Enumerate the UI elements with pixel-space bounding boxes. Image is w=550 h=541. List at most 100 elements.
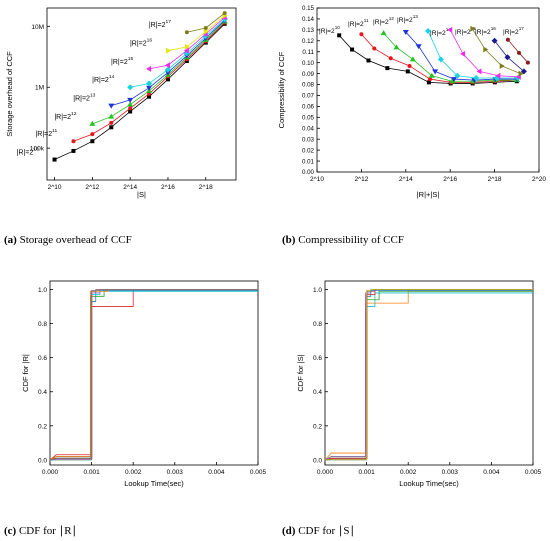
data-point [127, 101, 134, 107]
data-point [337, 33, 342, 38]
data-point [499, 62, 505, 69]
series-label: |R|=210 [319, 25, 340, 35]
data-point [350, 47, 355, 52]
y-tick-label: 1.0 [38, 287, 47, 294]
data-point [127, 97, 134, 103]
data-point [71, 148, 76, 153]
series-label: |R|=213 [73, 93, 95, 103]
data-point [90, 139, 95, 144]
x-tick-label: 0.000 [317, 469, 334, 476]
x-tick-label: 2^14 [399, 176, 413, 183]
y-tick-label: 0.12 [302, 38, 315, 45]
cdf-line-7 [50, 289, 258, 461]
y-tick-label: 100k [30, 146, 45, 153]
x-tick-label: 2^14 [123, 184, 137, 191]
caption-a-letter: (a) [4, 234, 17, 246]
caption-a-text: Storage overhead of CCF [19, 234, 132, 246]
data-point [165, 47, 171, 54]
cdf-line-4 [49, 289, 258, 461]
data-point [525, 60, 530, 65]
series-label: |R|=212 [373, 16, 394, 26]
data-point [128, 106, 133, 111]
data-point [407, 63, 412, 68]
caption-b-letter: (b) [282, 234, 296, 246]
y-axis-label: CDF for |R| [21, 354, 30, 392]
cdf-line-3 [325, 289, 533, 461]
y-axis-label: Storage overhead of CCF [5, 51, 14, 137]
x-tick-label: 2^18 [199, 184, 213, 191]
data-point [146, 80, 153, 87]
data-point [146, 65, 152, 72]
caption-b: (b) Compressibility of CCF [282, 234, 404, 246]
series-label: |R|=214 [430, 27, 451, 37]
y-tick-label: 0.14 [302, 16, 315, 23]
x-tick-label: 0.002 [400, 469, 417, 476]
cdf-line-5 [324, 289, 533, 461]
x-tick-label: 0.005 [525, 469, 542, 476]
y-tick-label: 0.6 [38, 355, 47, 362]
series-label-sup: 17 [166, 19, 172, 25]
y-tick-label: 0.08 [302, 82, 315, 89]
data-point [385, 66, 390, 71]
series-label-sup: 10 [33, 147, 39, 153]
y-tick-label: 0.8 [313, 321, 322, 328]
series-line [167, 15, 225, 51]
data-point [491, 37, 498, 44]
data-point [470, 25, 476, 32]
x-tick-label: 2^16 [443, 176, 457, 183]
cdf-line-3 [50, 290, 258, 461]
data-point [109, 125, 114, 130]
data-point [203, 28, 209, 35]
plot-frame [46, 7, 237, 181]
caption-c-letter: (c) [4, 525, 17, 537]
x-axis-label: Lookup Time(sec) [124, 479, 184, 488]
x-tick-label: 0.001 [83, 469, 100, 476]
data-point [388, 56, 393, 61]
series-3: |R|=213 [397, 14, 521, 84]
series-label: |R|=216 [475, 26, 496, 36]
series-8 [505, 37, 530, 65]
data-point [447, 26, 453, 33]
cdf-line-0 [49, 289, 258, 461]
y-tick-label: 0.04 [302, 125, 315, 132]
cdf-line-0 [324, 290, 533, 461]
y-tick-label: 10M [31, 24, 44, 31]
y-tick-label: 0.07 [302, 93, 315, 100]
y-tick-label: 0.2 [313, 423, 322, 430]
x-tick-label: 0.005 [250, 469, 267, 476]
series-line [338, 35, 517, 84]
cdf-line-7 [325, 289, 533, 461]
cdf-line-1 [324, 292, 533, 461]
series-2: |R|=212 [373, 16, 521, 84]
series-1: |R|=211 [348, 18, 520, 85]
y-tick-label: 0.03 [302, 136, 315, 143]
x-axis-label: |R|+|S| [417, 190, 440, 199]
x-tick-label: 0.003 [167, 469, 184, 476]
y-tick-label: 0.01 [302, 158, 315, 165]
x-tick-label: 2^10 [48, 184, 62, 191]
y-tick-label: 0.4 [38, 389, 47, 396]
x-tick-label: 0.004 [483, 469, 500, 476]
data-point [449, 78, 456, 84]
data-point [183, 47, 189, 54]
data-point [495, 72, 501, 79]
data-point [415, 44, 422, 50]
data-point [108, 113, 115, 119]
cdf-line-4 [324, 289, 533, 461]
data-point [437, 56, 444, 63]
plot-frame [49, 280, 259, 466]
data-point [164, 70, 171, 76]
data-point [483, 46, 489, 53]
data-point [184, 43, 190, 50]
data-point [372, 46, 377, 51]
data-point [90, 132, 95, 137]
series-label-sup: 15 [128, 56, 134, 62]
data-point [476, 68, 482, 75]
data-point [428, 72, 435, 78]
series-label: |R|=211 [348, 18, 369, 28]
x-axis-label: |S| [137, 190, 146, 199]
data-point [460, 50, 466, 57]
series-line [405, 31, 518, 81]
series-11: |R|=211 [35, 20, 227, 144]
x-tick-label: 2^10 [310, 176, 324, 183]
